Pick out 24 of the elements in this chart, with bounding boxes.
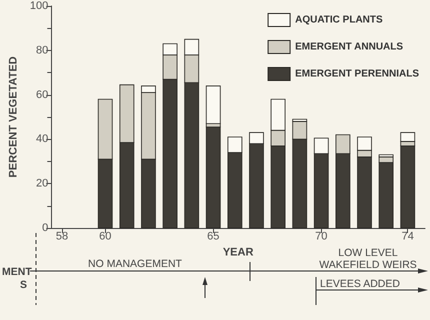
text: LEVEES ADDED	[320, 278, 400, 290]
legend-label: EMERGENT ANNUALS	[295, 42, 404, 52]
bar	[206, 126, 221, 228]
y-tick-label: 40	[36, 133, 48, 146]
x-tick-label: 70	[315, 230, 328, 242]
x-tick-label: 74	[402, 230, 414, 242]
bar	[206, 86, 221, 124]
text: LOW LEVEL WAKEFIELD WEIRS	[319, 247, 417, 271]
y-tick-label: 20	[36, 178, 48, 190]
x-tick-label: 60	[99, 230, 112, 242]
y-tick-label: 80	[36, 44, 48, 56]
y-tick-label: 100	[30, 0, 48, 12]
bar	[400, 145, 416, 228]
x-tick-label: 58	[56, 230, 68, 242]
x-tick-label: 65	[207, 230, 220, 242]
y-tick-label: 0	[42, 222, 48, 234]
text: S	[20, 279, 27, 291]
y-tick-label: 60	[36, 88, 48, 101]
text: NO MANAGEMENT	[88, 258, 183, 270]
legend-label: AQUATIC PLANTS	[295, 14, 384, 26]
x-axis-title: YEAR	[222, 246, 254, 258]
text: MENT	[2, 266, 32, 278]
legend-label: EMERGENT PERENNIALS	[295, 68, 420, 80]
y-axis-title: PERCENT VEGETATED	[8, 56, 20, 178]
